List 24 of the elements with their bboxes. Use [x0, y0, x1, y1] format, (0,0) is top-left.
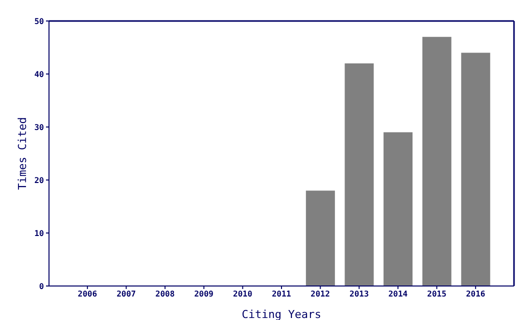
x-tick-label: 2011: [272, 290, 292, 299]
x-tick-label: 2010: [233, 290, 252, 299]
x-tick-label: 2015: [427, 290, 447, 299]
x-tick-label: 2016: [466, 290, 486, 299]
x-axis-title: Citing Years: [242, 308, 322, 320]
bar: [344, 63, 374, 286]
x-tick-label: 2012: [310, 290, 330, 299]
x-tick-label: 2008: [155, 290, 175, 299]
x-tick-label: 2009: [194, 290, 214, 299]
bar: [422, 36, 452, 286]
y-axis-title: Times Cited: [16, 117, 29, 190]
bar: [461, 52, 490, 286]
x-tick-label: 2007: [116, 290, 136, 299]
x-tick-label: 2006: [78, 290, 98, 299]
x-tick-label: 2013: [350, 290, 369, 299]
y-tick-label: 40: [34, 70, 44, 79]
y-tick-label: 20: [34, 176, 44, 185]
bar: [306, 190, 335, 286]
y-tick-label: 10: [34, 228, 44, 238]
y-tick-label: 50: [34, 16, 44, 26]
y-tick-label: 30: [34, 122, 44, 132]
x-tick-label: 2014: [388, 290, 408, 299]
bar: [384, 132, 413, 286]
y-tick-label: 0: [39, 282, 44, 291]
